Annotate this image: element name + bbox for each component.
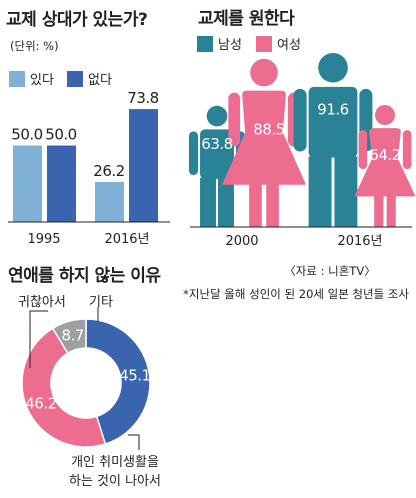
legend-label-yes: 있다 <box>30 73 54 88</box>
male-figure-2016-left-leg <box>308 156 332 227</box>
value-male-2000: 63.8 <box>201 135 232 153</box>
source-label: 〈자료 : 니혼TV〉 <box>284 264 375 278</box>
xtick-1995: 1995 <box>27 232 60 247</box>
female-figure-2000 <box>221 58 307 227</box>
female-figure-2016-right-leg <box>386 195 396 227</box>
bar-no-2016 <box>129 109 158 222</box>
male-figure-2016-left-arm <box>293 88 307 152</box>
chart2-title: 교제를 원한다 <box>198 9 295 29</box>
legend-swatch-yes <box>9 71 25 87</box>
value-yes-2016: 26.2 <box>93 162 124 180</box>
label-hobby-line1: 개인 취미생활을 <box>71 455 159 470</box>
chart3-title: 연애를 하지 않는 이유 <box>8 266 161 286</box>
female-figure-2016 <box>354 105 416 227</box>
male-figure-2000-right-leg <box>218 177 234 227</box>
female-figure-2016-dress <box>354 128 416 197</box>
value-hobby: 45.1 <box>119 366 150 384</box>
bar-no-1995 <box>47 145 76 222</box>
slice-hobby <box>85 318 151 445</box>
male-figure-2016-torso <box>308 86 358 158</box>
survey-note: *지난달 올해 성인이 된 20세 일본 청년들 조사 <box>183 287 409 301</box>
male-figure-2016-head <box>318 52 348 83</box>
legend-swatch-no <box>67 71 83 87</box>
male-figure-2000 <box>188 105 246 227</box>
chart-reasons: 연애를 하지 않는 이유 〈자료 : 니혼TV〉 *지난달 올해 성인이 된 2… <box>8 264 409 489</box>
slice-bothersome <box>21 327 107 448</box>
legend-swatch-male <box>197 36 213 52</box>
chart1-title: 교제 상대가 있는가? <box>6 10 147 30</box>
male-figure-2000-head <box>206 105 228 127</box>
bar-yes-1995 <box>13 145 42 222</box>
value-no-2016: 73.8 <box>127 89 158 107</box>
value-male-2016: 91.6 <box>317 101 348 119</box>
female-figure-2016-right-arm <box>402 130 412 170</box>
slice-other <box>51 318 87 355</box>
value-yes-1995: 50.0 <box>11 126 42 144</box>
chart-want-relationship: 교제를 원한다 남성 여성 63.8 88.5 91.6 64.2 2000 2… <box>188 9 416 249</box>
male-figure-2016 <box>293 52 373 227</box>
chart-has-partner: 교제 상대가 있는가? (단위: %) 있다 없다 50.0 50.0 26.2… <box>6 10 170 247</box>
female-figure-2016-left-arm <box>358 130 368 170</box>
legend-swatch-female <box>256 36 272 52</box>
legend-label-male: 남성 <box>218 38 242 53</box>
legend-label-no: 없다 <box>88 73 112 88</box>
bar-yes-2016 <box>95 181 124 222</box>
male-figure-2000-torso <box>200 129 234 179</box>
value-other: 8.7 <box>61 326 83 344</box>
label-hobby-line2: 하는 것이 나아서 <box>69 474 161 489</box>
female-figure-2000-left-leg <box>249 183 262 227</box>
xtick-2016: 2016년 <box>104 232 149 247</box>
value-female-2016: 64.2 <box>369 146 400 164</box>
xtick-2016-b: 2016년 <box>337 234 382 249</box>
male-figure-2016-right-leg <box>334 156 358 227</box>
value-female-2000: 88.5 <box>253 120 284 138</box>
leader-bothersome <box>29 310 48 368</box>
value-no-1995: 50.0 <box>45 126 76 144</box>
male-figure-2000-left-arm <box>188 131 199 176</box>
xtick-2000: 2000 <box>225 234 258 249</box>
chart1-unit: (단위: %) <box>10 39 59 53</box>
legend-label-female: 여성 <box>277 38 301 53</box>
female-figure-2000-left-arm <box>228 92 241 147</box>
leader-hobby <box>128 434 140 450</box>
female-figure-2000-right-leg <box>266 183 279 227</box>
value-bothersome: 46.2 <box>25 395 56 413</box>
female-figure-2016-head <box>374 105 396 126</box>
male-figure-2000-left-leg <box>200 177 216 227</box>
female-figure-2016-left-leg <box>374 195 384 227</box>
label-bothersome: 귀찮아서 <box>18 295 66 310</box>
female-figure-2000-head <box>250 58 278 87</box>
label-other: 기타 <box>89 295 113 310</box>
female-figure-2000-dress <box>221 90 307 185</box>
